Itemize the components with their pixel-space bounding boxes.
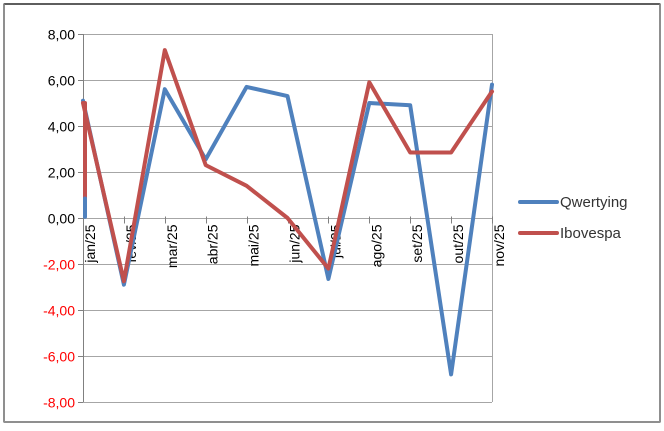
y-axis-label: 4,00 [48,119,75,135]
legend-swatch-qwertying [518,200,559,204]
legend-label-ibovespa: Ibovespa [560,224,621,242]
y-axis-label: -6,00 [43,349,75,365]
x-axis-label: abr/25 [205,224,221,264]
x-axis-label: nov/25 [491,224,507,266]
legend-swatch-ibovespa [518,231,559,235]
x-axis-label: mai/25 [246,224,262,266]
y-axis-label: 8,00 [48,27,75,43]
legend-label-qwertying: Qwertying [560,193,628,211]
legend-item-qwertying[interactable]: Qwertying [518,193,628,211]
series-line-qwertying[interactable] [81,82,494,377]
series-line-ibovespa[interactable] [81,48,494,284]
x-axis-label: ago/25 [368,224,384,267]
y-axis-label: 2,00 [48,165,75,181]
x-axis-label: set/25 [409,224,425,262]
x-axis-label: out/25 [450,224,466,263]
legend: Qwertying Ibovespa [518,193,628,242]
legend-item-ibovespa[interactable]: Ibovespa [518,224,628,242]
x-axis-label: jun/25 [287,224,303,263]
y-axis-label: 6,00 [48,73,75,89]
y-axis-label: -4,00 [43,303,75,319]
x-axis-label: mar/25 [164,224,180,268]
chart-frame[interactable]: 8,00 6,00 4,00 2,00 0,00 -2,00 -4,00 -6,00 -8,00… [3,3,661,423]
y-axis-label: -2,00 [43,257,75,273]
y-axis-label: -8,00 [43,395,75,411]
line-chart-canvas: 8,00 6,00 4,00 2,00 0,00 -2,00 -4,00 -6,00 -8,00… [43,27,507,411]
y-axis-label: 0,00 [48,211,75,227]
x-axis-label: jan/25 [82,224,98,263]
